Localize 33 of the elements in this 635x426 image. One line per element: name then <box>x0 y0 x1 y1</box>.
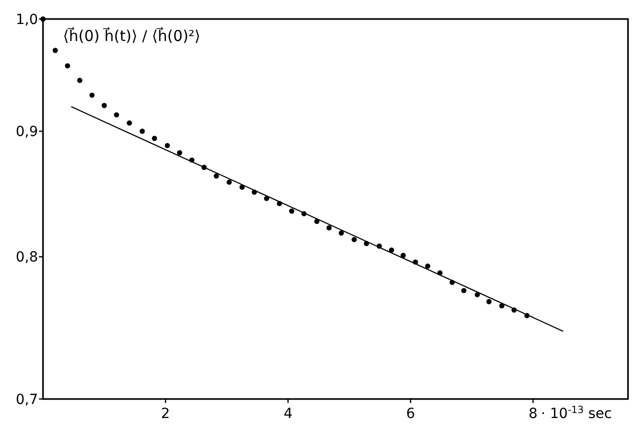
point <box>64 63 70 68</box>
x-tick-label: 2 <box>161 406 170 422</box>
point <box>388 248 394 253</box>
point <box>352 236 357 242</box>
point <box>338 230 344 236</box>
point <box>77 78 82 83</box>
point <box>226 180 232 185</box>
point <box>114 112 120 118</box>
point <box>289 208 294 214</box>
point <box>40 16 46 22</box>
point <box>326 225 332 230</box>
y-tick-label: 0,7 <box>16 392 38 408</box>
y-tick-label: 0,9 <box>16 124 38 140</box>
y-tick-label: 1,0 <box>16 12 38 28</box>
point <box>164 142 170 148</box>
x-tick-label: 4 <box>284 406 293 422</box>
point <box>461 288 466 294</box>
point <box>425 264 430 269</box>
point <box>126 120 132 126</box>
x-tick-label: 8 <box>528 406 538 422</box>
point <box>52 48 58 53</box>
y-tick-label: 0,8 <box>16 250 38 266</box>
point <box>89 92 95 98</box>
point <box>486 299 492 304</box>
x-tick-label: 6 <box>406 406 416 422</box>
point <box>177 150 182 156</box>
point <box>400 252 406 258</box>
x-axis-title: · 10$^{-13}$ sec <box>541 404 612 422</box>
point <box>140 128 145 134</box>
y-axis-title: ⟨h⃗(0) h⃗(t)⟩ / ⟨h⃗(0)²⟩ <box>63 26 200 45</box>
point <box>214 173 219 179</box>
point <box>102 102 107 108</box>
point <box>152 136 158 141</box>
